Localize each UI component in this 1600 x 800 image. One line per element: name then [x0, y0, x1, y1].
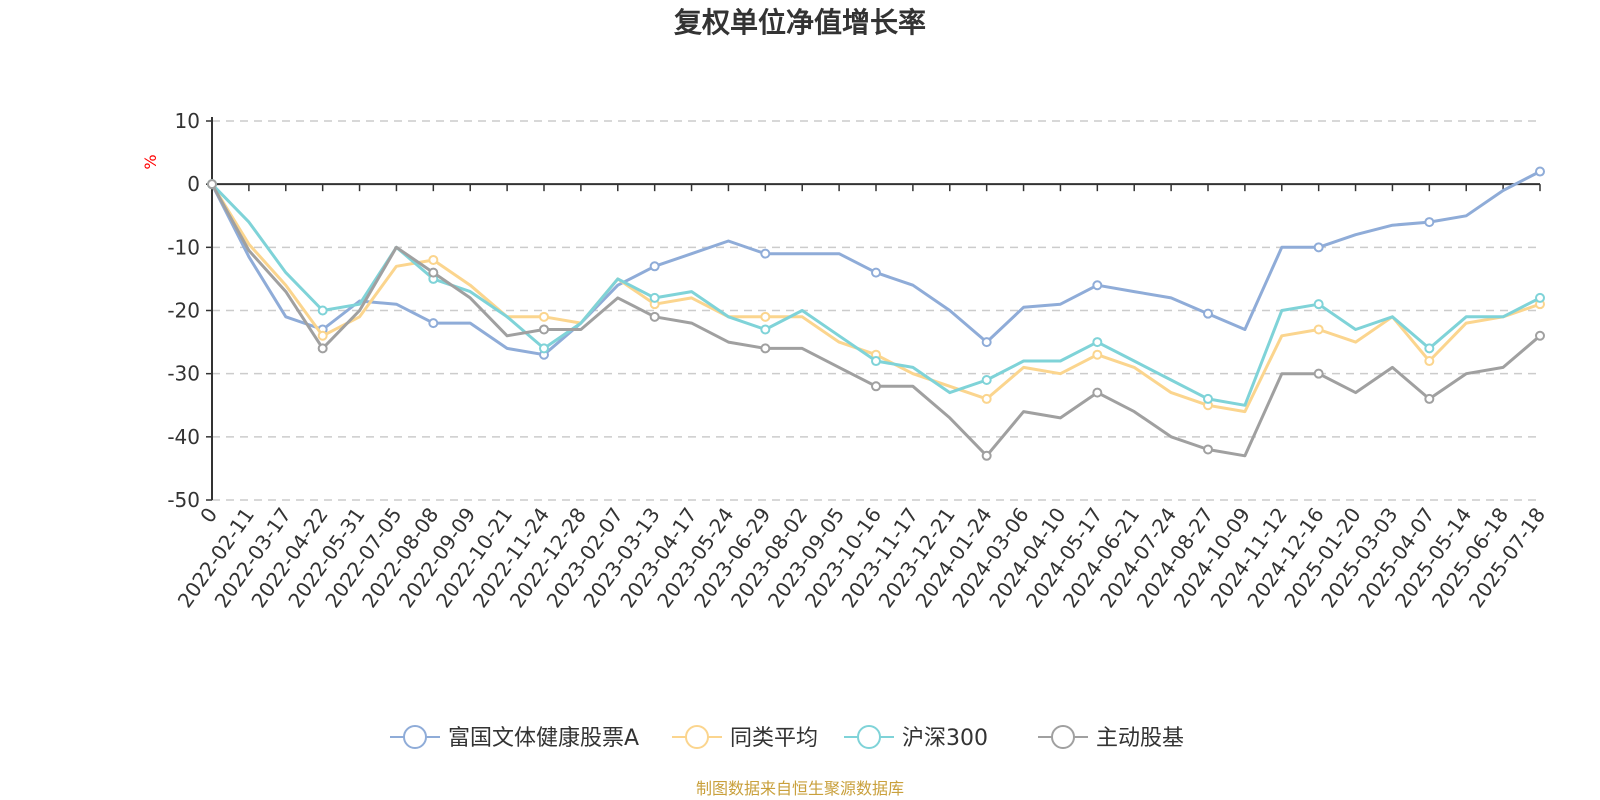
data-point	[1313, 242, 1324, 253]
legend[interactable]: 富国文体健康股票A 同类平均 沪深300 主动股基	[390, 725, 1184, 751]
data-point	[1535, 330, 1545, 341]
data-point	[539, 311, 549, 322]
data-point	[1313, 299, 1324, 310]
data-point	[317, 330, 328, 341]
legend-label: 沪深300	[902, 726, 988, 751]
chart-title: 复权单位净值增长率	[674, 6, 926, 39]
data-point	[871, 381, 881, 392]
legend-item[interactable]: 沪深300	[844, 725, 988, 751]
data-point	[981, 450, 992, 461]
x-tick-label: 0	[195, 503, 222, 527]
data-point	[760, 311, 771, 322]
y-axis-unit: %	[141, 154, 160, 169]
data-point	[1092, 387, 1103, 398]
data-point	[207, 179, 217, 190]
axes: 100-10-20-30-40-5002022-02-112022-03-172…	[167, 109, 1550, 612]
y-tick-label: -50	[167, 488, 200, 512]
y-tick-label: -10	[167, 235, 200, 259]
data-point	[871, 267, 881, 278]
legend-item[interactable]: 主动股基	[1038, 725, 1184, 751]
series-2	[207, 179, 1545, 414]
data-point	[649, 292, 660, 303]
data-point	[428, 267, 439, 278]
data-point	[760, 343, 771, 354]
data-point	[428, 318, 439, 329]
y-tick-label: -20	[167, 299, 200, 323]
data-point	[317, 305, 328, 316]
data-point	[1535, 292, 1545, 303]
data-point	[1424, 343, 1435, 354]
data-point	[1313, 368, 1324, 379]
y-tick-label: -30	[167, 362, 200, 386]
data-point	[317, 343, 328, 354]
legend-item[interactable]: 富国文体健康股票A	[390, 725, 639, 751]
data-point	[649, 311, 660, 322]
data-point	[428, 254, 439, 265]
y-tick-label: 0	[187, 172, 200, 196]
legend-marker-icon	[685, 725, 709, 749]
data-point	[1203, 393, 1213, 404]
series-3	[207, 179, 1545, 407]
data-point	[981, 393, 992, 404]
data-point	[981, 337, 992, 348]
series-lines	[207, 166, 1545, 461]
series-line	[210, 182, 1542, 414]
legend-marker-icon	[857, 725, 881, 749]
data-source-note: 制图数据来自恒生聚源数据库	[696, 779, 904, 798]
data-point	[760, 324, 771, 335]
data-point	[1203, 444, 1213, 455]
data-point	[871, 356, 881, 367]
data-point	[1092, 337, 1103, 348]
legend-item[interactable]: 同类平均	[672, 725, 818, 751]
series-4	[207, 179, 1545, 461]
series-line	[210, 182, 1542, 407]
legend-label: 同类平均	[730, 726, 818, 751]
data-point	[760, 248, 771, 259]
data-point	[539, 324, 549, 335]
data-point	[1424, 217, 1435, 228]
data-point	[1203, 308, 1213, 319]
y-tick-label: -40	[167, 425, 200, 449]
legend-marker-icon	[403, 725, 427, 749]
data-point	[539, 343, 549, 354]
data-point	[1424, 393, 1435, 404]
data-point	[1313, 324, 1324, 335]
data-point	[649, 261, 660, 272]
data-point	[1092, 349, 1103, 360]
data-point	[1535, 166, 1545, 177]
data-point	[1424, 356, 1435, 367]
data-point	[1092, 280, 1103, 291]
legend-label: 主动股基	[1096, 726, 1184, 751]
legend-marker-icon	[1051, 725, 1075, 749]
data-point	[981, 374, 992, 385]
legend-label: 富国文体健康股票A	[448, 726, 639, 751]
y-tick-label: 10	[175, 109, 200, 133]
